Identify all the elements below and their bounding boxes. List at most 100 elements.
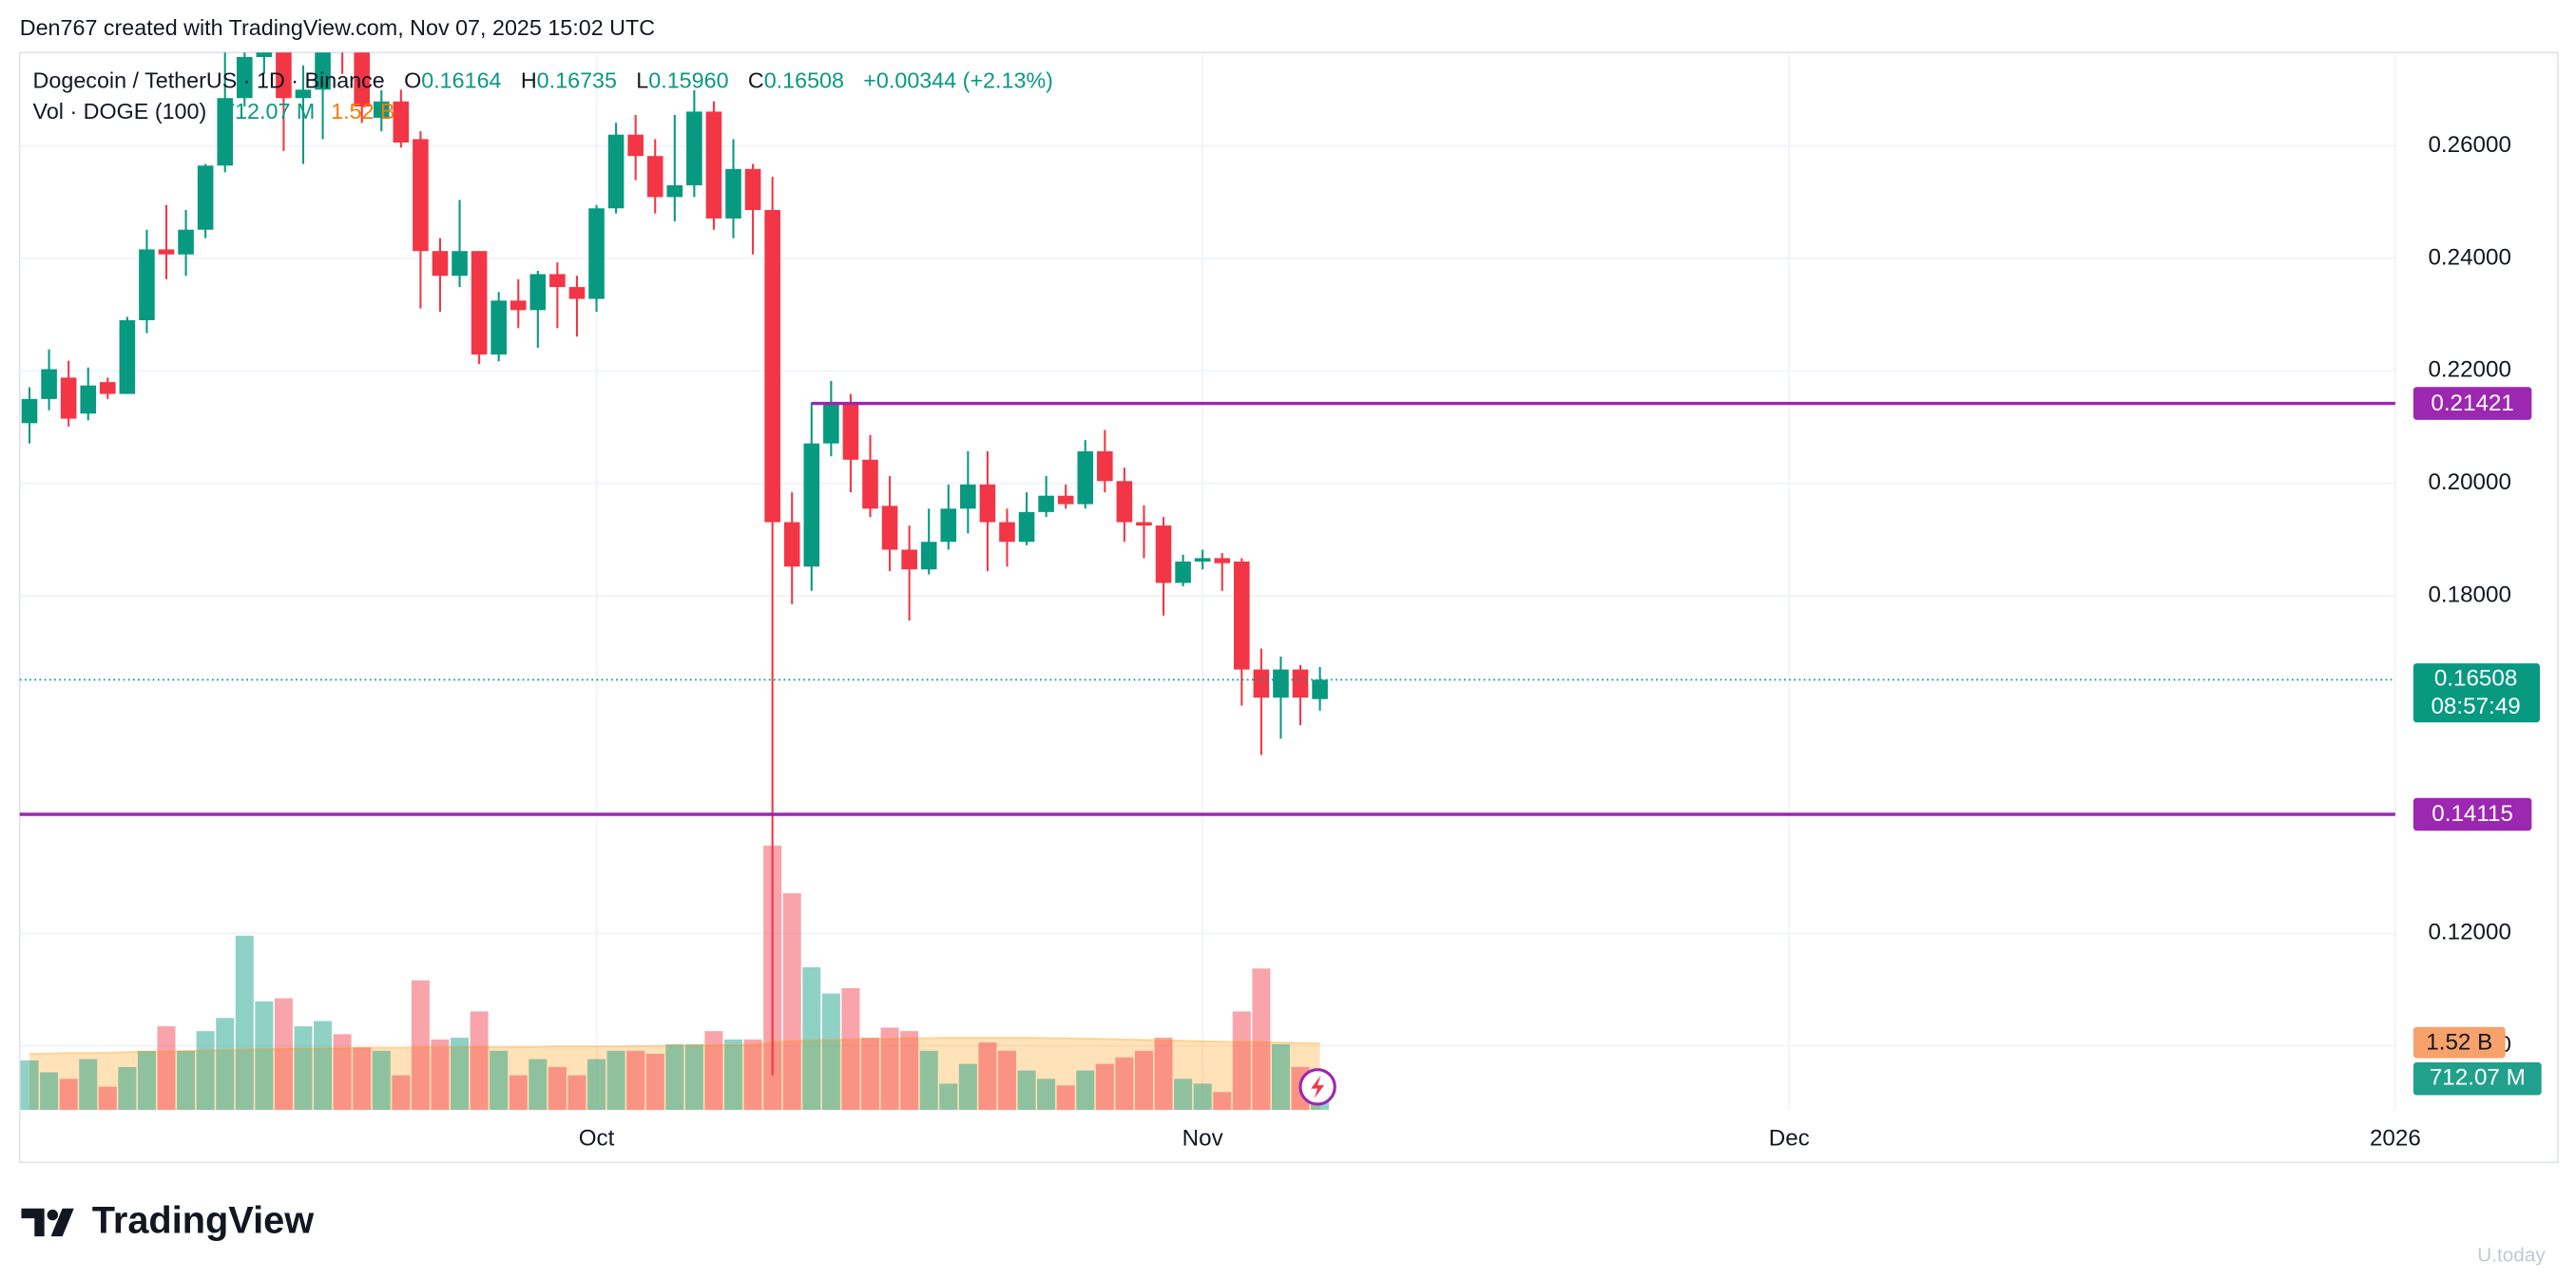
volume-bar — [802, 966, 821, 1111]
volume-bar — [59, 1079, 78, 1111]
x-tick-label: Oct — [579, 1126, 615, 1152]
price-label-box — [2413, 797, 2532, 831]
candle-body — [236, 57, 253, 99]
legend-value: 0.16164 — [421, 68, 501, 93]
volume-bar — [919, 1050, 938, 1111]
volume-bar — [137, 1050, 156, 1111]
candle-body — [666, 184, 683, 198]
volume-bar — [782, 893, 801, 1111]
volume-bar — [177, 1050, 196, 1111]
volume-bar — [314, 1021, 333, 1111]
volume-bar — [880, 1027, 899, 1111]
legend-value: 0.16735 — [537, 68, 617, 93]
candle-body — [588, 208, 605, 299]
replay-icon[interactable] — [1298, 1068, 1336, 1106]
volume-bar — [1037, 1079, 1056, 1111]
volume-bar — [704, 1031, 723, 1111]
legend-key: L — [636, 68, 648, 93]
candle-body — [960, 484, 976, 509]
x-tick-label: Nov — [1182, 1126, 1224, 1152]
volume-bar — [1174, 1079, 1193, 1111]
candle-body — [1175, 561, 1191, 583]
candle-body — [940, 508, 957, 543]
candle-body — [217, 98, 234, 166]
volume-bar — [997, 1050, 1016, 1111]
volume-bar — [451, 1038, 470, 1111]
volume-bar — [1213, 1092, 1232, 1111]
volume-bar — [274, 998, 293, 1111]
candle-body — [119, 320, 136, 394]
candle-body — [744, 168, 761, 211]
x-tick-label: Dec — [1769, 1126, 1810, 1152]
candle-body — [764, 210, 780, 523]
volume-bar — [431, 1039, 450, 1111]
candle-body — [452, 251, 468, 277]
candle-body — [80, 385, 97, 414]
volume-bar — [235, 935, 254, 1111]
volume-bar — [294, 1026, 313, 1111]
volume-legend-row: Vol · DOGE (100) 712.07 M 1.52 B — [33, 99, 395, 124]
volume-bar — [626, 1050, 645, 1111]
candle-body — [920, 542, 937, 570]
volume-bar — [20, 1059, 39, 1111]
candle-body — [393, 101, 410, 143]
logo-mark — [21, 1208, 45, 1237]
volume-bar — [1271, 1043, 1290, 1111]
volume-bar — [684, 1043, 703, 1111]
candle-body — [315, 52, 331, 90]
candle-body — [60, 377, 77, 419]
candle-layer — [21, 52, 1328, 1076]
candle-body — [276, 52, 292, 99]
volume-ma-label: 1.52 B — [2426, 1029, 2492, 1055]
candle-body — [529, 274, 547, 311]
volume-bar — [567, 1075, 586, 1111]
countdown-label: 08:57:49 — [2431, 694, 2520, 719]
watermark: U.today — [2477, 1244, 2546, 1266]
legend-key: C — [748, 68, 764, 93]
price-label: 0.14115 — [2432, 801, 2513, 827]
candle-body — [158, 249, 175, 255]
volume-bar — [196, 1031, 215, 1111]
legend-key: H — [521, 68, 537, 93]
volume-bar — [841, 987, 860, 1111]
volume-ma-box — [2413, 1026, 2506, 1059]
candle-body — [1057, 495, 1074, 505]
y-tick-label: 0.18000 — [2428, 582, 2510, 607]
volume-bar — [743, 1039, 762, 1111]
logo-dot — [47, 1209, 59, 1221]
candle-body — [139, 249, 155, 321]
candle-body — [1136, 522, 1152, 526]
candle-body — [705, 111, 722, 219]
footer-logo[interactable]: TradingView — [21, 1200, 314, 1242]
candle-body — [999, 522, 1015, 543]
volume-bar — [411, 980, 430, 1111]
volume-bar — [470, 1011, 489, 1111]
volume-bar — [490, 1050, 509, 1111]
volume-bar — [724, 1039, 743, 1111]
volume-title[interactable]: Vol · DOGE (100) — [33, 99, 207, 124]
candle-body — [197, 165, 214, 230]
candle-body — [509, 300, 527, 311]
candle-body — [41, 369, 57, 399]
candle-body — [490, 300, 507, 355]
grid-layer — [19, 52, 2396, 1111]
volume-bar — [40, 1072, 59, 1111]
volume-ma-last: 1.52 B — [331, 99, 394, 124]
candle-body — [1097, 450, 1113, 482]
credit: Den767 created with TradingView.com, Nov… — [20, 15, 655, 40]
volume-box — [2413, 1061, 2542, 1096]
candle-body — [432, 251, 449, 277]
volume-bar — [1115, 1057, 1134, 1111]
symbol[interactable]: Dogecoin / TetherUS · 1D · Binance — [33, 68, 385, 93]
last-price-box — [2413, 663, 2540, 723]
legend-change: +0.00344 (+2.13%) — [863, 68, 1053, 93]
volume-label: 712.07 M — [2430, 1065, 2526, 1091]
candle-body — [1116, 481, 1133, 523]
volume-bar — [939, 1083, 958, 1111]
volume-layer — [20, 845, 1330, 1111]
logo-text: TradingView — [92, 1200, 314, 1242]
candle-body — [823, 402, 839, 444]
candle-body — [979, 484, 996, 523]
